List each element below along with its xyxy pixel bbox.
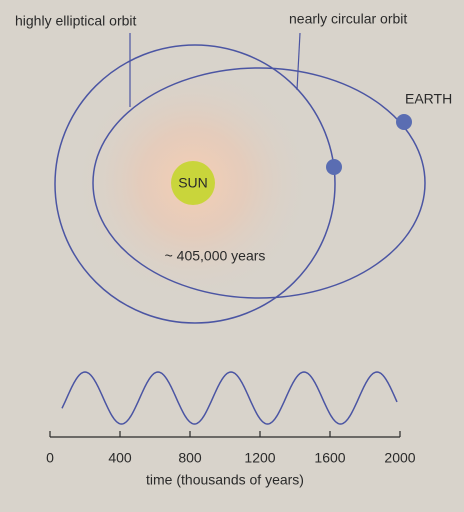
elliptical-orbit (54, 44, 336, 324)
eccentricity-wave (61, 371, 398, 425)
sun (171, 161, 215, 205)
label: nearly circular orbit (289, 11, 407, 27)
earth-dot (326, 159, 342, 175)
earth-dot (396, 114, 412, 130)
tick-label: 1200 (244, 450, 275, 466)
circular-orbit (92, 67, 426, 299)
tick-label: 800 (178, 450, 202, 466)
ticks: 0 400 800 1200 1600 2000 (46, 431, 416, 466)
tick-label: 0 (46, 450, 54, 466)
tick-label: 2000 (384, 450, 415, 466)
tick-label: 400 (108, 450, 132, 466)
leader-line (296, 32, 301, 91)
label: EARTH (405, 91, 452, 107)
label: highly elliptical orbit (15, 13, 137, 29)
axis-title: time (thousands of years) (146, 472, 304, 488)
sun-label: SUN (178, 175, 208, 191)
label: ~ 405,000 years (165, 248, 266, 264)
tick-label: 1600 (314, 450, 345, 466)
